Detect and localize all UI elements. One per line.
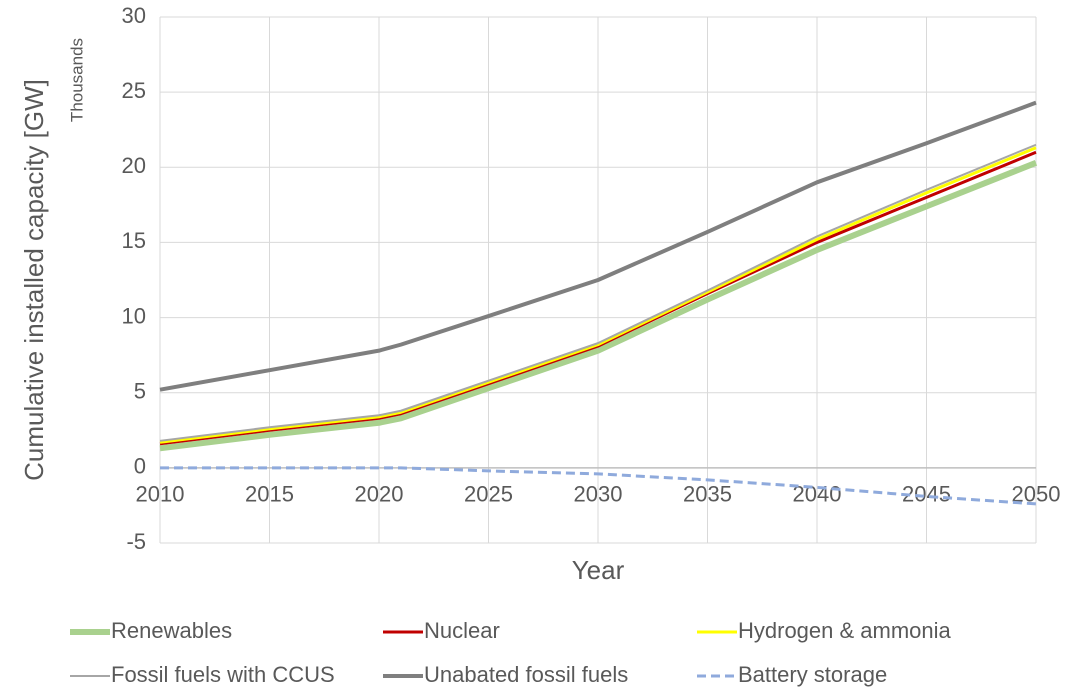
y-axis-title: Cumulative installed capacity [GW] — [19, 79, 49, 481]
x-tick-label: 2040 — [793, 482, 842, 507]
x-axis-title: Year — [572, 555, 625, 585]
legend-label: Renewables — [111, 618, 232, 643]
x-tick-label: 2035 — [683, 482, 732, 507]
y-tick-label: 10 — [122, 303, 146, 328]
legend-label: Battery storage — [738, 662, 887, 687]
y-tick-label: 0 — [134, 454, 146, 479]
y-tick-label: 30 — [122, 3, 146, 28]
x-tick-label: 2010 — [136, 482, 185, 507]
legend-label: Hydrogen & ammonia — [738, 618, 952, 643]
y-tick-label: -5 — [126, 529, 146, 554]
y-tick-label: 5 — [134, 379, 146, 404]
series-line — [160, 466, 1037, 506]
x-tick-label: 2020 — [355, 482, 404, 507]
legend-label: Nuclear — [424, 618, 500, 643]
x-tick-label: 2025 — [464, 482, 513, 507]
legend-label: Fossil fuels with CCUS — [111, 662, 335, 687]
y-tick-label: 20 — [122, 153, 146, 178]
series-line — [159, 143, 1037, 442]
y-tick-label: 25 — [122, 78, 146, 103]
units-label: Thousands — [67, 38, 86, 122]
x-tick-label: 2030 — [574, 482, 623, 507]
x-tick-label: 2015 — [245, 482, 294, 507]
series-line — [159, 146, 1037, 444]
y-tick-label: 15 — [122, 228, 146, 253]
series-line — [159, 159, 1038, 452]
legend-label: Unabated fossil fuels — [424, 662, 628, 687]
series-line — [159, 100, 1037, 392]
